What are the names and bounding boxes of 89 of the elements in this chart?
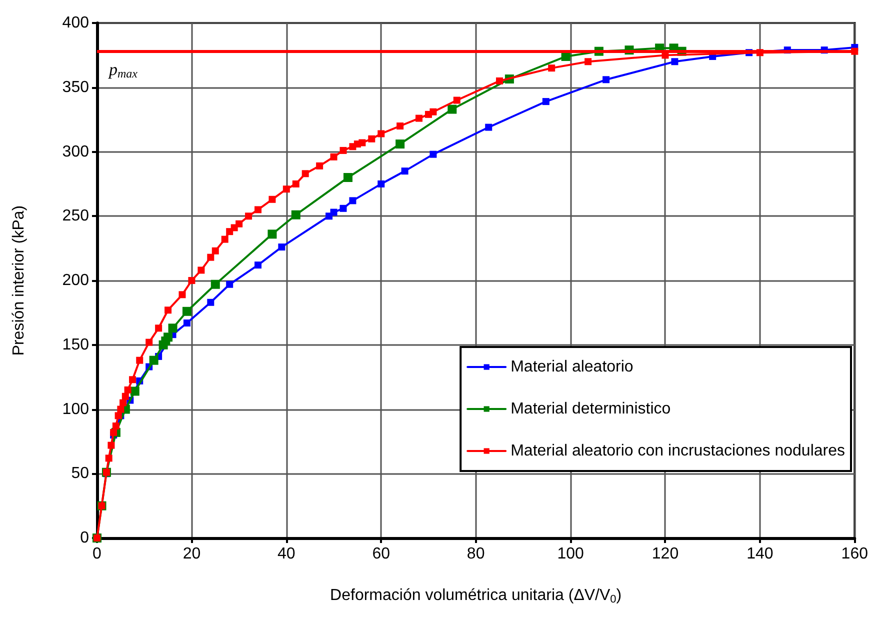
point: [453, 96, 460, 104]
point: [168, 324, 178, 333]
x-tick-label: 120: [652, 546, 679, 562]
point: [291, 210, 300, 220]
point: [282, 186, 290, 193]
point: [129, 376, 136, 384]
y-tick-label: 50: [71, 465, 90, 482]
point: [254, 206, 262, 214]
x-tick-label: 0: [92, 546, 102, 562]
y-tick-label: 200: [62, 272, 90, 289]
x-tick-label: 80: [466, 546, 485, 562]
point: [112, 422, 120, 430]
point: [105, 454, 112, 462]
point: [207, 298, 214, 306]
x-tick-label: 40: [278, 546, 296, 562]
point: [122, 392, 129, 400]
point: [130, 386, 140, 396]
point: [149, 356, 158, 365]
point: [584, 58, 592, 66]
point: [343, 173, 352, 182]
point: [671, 58, 678, 66]
point: [164, 332, 173, 342]
point: [117, 406, 124, 413]
point: [245, 212, 252, 220]
point: [210, 280, 220, 289]
point: [178, 291, 186, 298]
point: [155, 324, 162, 332]
y-tick-label: 0: [80, 530, 90, 546]
x-tick-label: 20: [182, 546, 201, 562]
legend-label: Material aleatorio: [510, 358, 634, 376]
x-tick-label: 100: [557, 546, 584, 562]
point: [198, 266, 205, 274]
point: [448, 104, 457, 114]
point: [164, 306, 172, 314]
y-tick-label: 350: [62, 78, 90, 96]
point: [485, 124, 492, 131]
point: [110, 428, 118, 436]
point: [221, 236, 228, 243]
point: [378, 180, 385, 188]
point: [120, 399, 127, 406]
x-tick-label: 60: [372, 546, 390, 562]
point: [548, 64, 556, 72]
point: [124, 386, 132, 394]
point: [188, 277, 196, 284]
point: [496, 77, 504, 84]
point: [330, 153, 338, 160]
y-tick-label: 150: [62, 336, 90, 354]
y-tick-label: 250: [62, 208, 90, 225]
point: [340, 204, 347, 212]
point: [236, 220, 243, 228]
point: [316, 162, 324, 170]
point: [292, 180, 300, 188]
point: [108, 442, 115, 449]
point: [602, 76, 610, 84]
point: [430, 150, 437, 158]
point: [416, 114, 422, 122]
point: [254, 262, 262, 269]
y-tick-label: 100: [62, 400, 90, 418]
point: [302, 170, 309, 178]
point: [396, 122, 404, 130]
point: [368, 135, 376, 142]
point: [182, 306, 192, 316]
point: [349, 197, 356, 204]
point: [401, 168, 408, 175]
point: [226, 280, 234, 288]
point: [146, 338, 153, 346]
point: [851, 48, 858, 55]
y-tick-label: 400: [62, 14, 90, 32]
point: [756, 49, 764, 56]
point: [278, 244, 286, 251]
point: [542, 98, 550, 106]
x-tick-label: 140: [746, 546, 774, 562]
point: [183, 319, 190, 326]
point: [136, 356, 144, 364]
point: [358, 139, 366, 146]
legend-label: Material aleatorio con incrustaciones nodulares: [510, 442, 845, 460]
y-tick-label: 300: [62, 143, 90, 160]
x-tick-label: 160: [841, 546, 868, 562]
point: [378, 130, 385, 138]
point: [340, 146, 347, 154]
point: [330, 208, 338, 216]
point: [268, 196, 276, 203]
point: [268, 230, 277, 239]
y-axis-title: Presión interior (kPa): [10, 205, 28, 356]
point: [207, 254, 214, 261]
point: [430, 108, 437, 116]
point: [212, 247, 219, 254]
legend-label: Material deterministico: [510, 400, 671, 418]
point: [396, 140, 405, 149]
